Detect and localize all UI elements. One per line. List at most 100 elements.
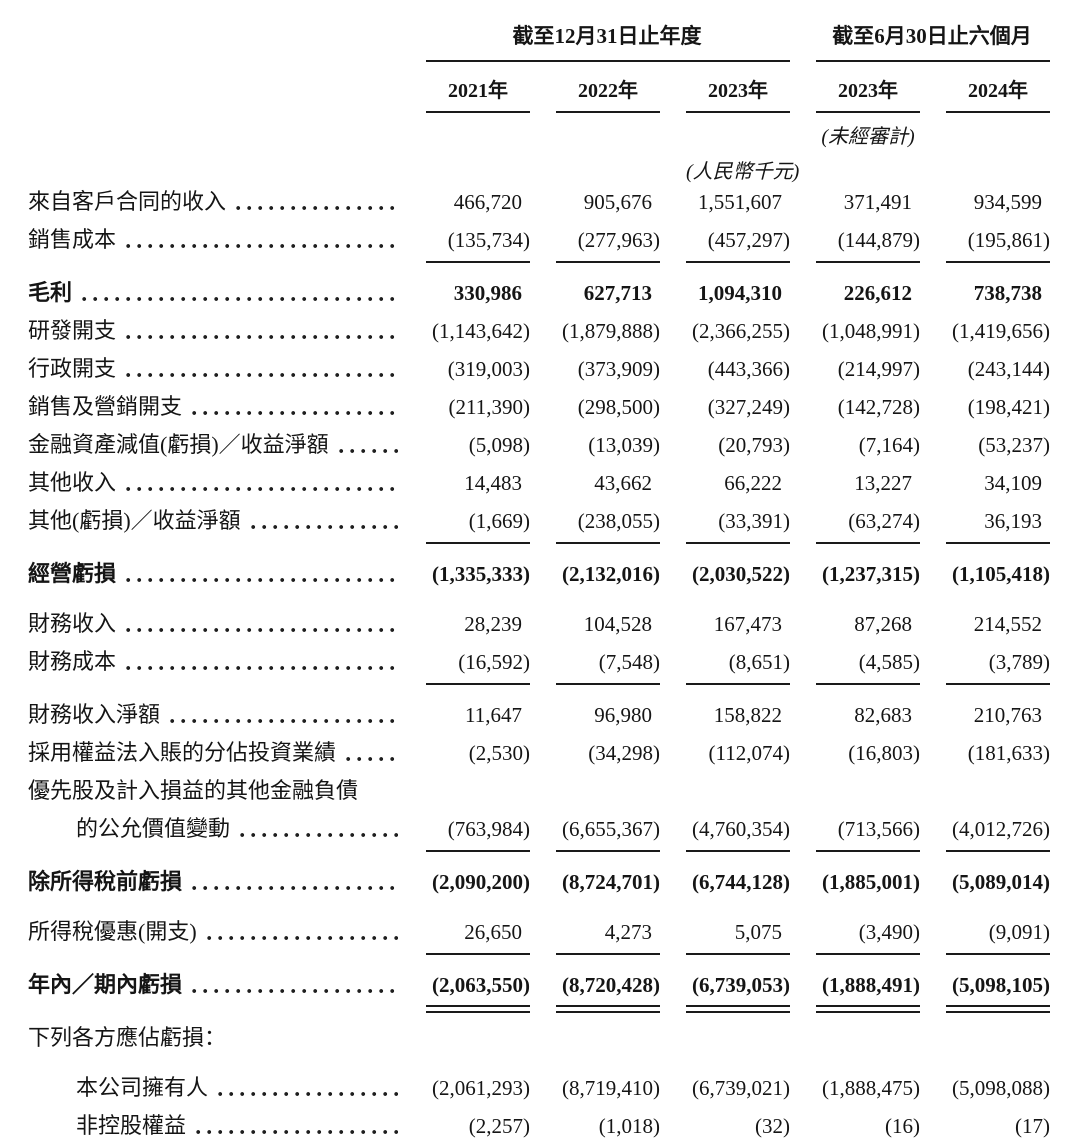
- unit-note-row: (人民幣千元): [28, 151, 1050, 184]
- cell-value: (6,739,021): [692, 1076, 790, 1100]
- cell-value: 226,612: [843, 281, 912, 305]
- cell-value: [400, 773, 530, 811]
- table-row: 其他(虧損)／收益淨額 (1,669) (238,055) (33,391) (63,2…: [28, 503, 1050, 544]
- cell-value: (2,061,293): [432, 1076, 530, 1100]
- row-label: 下列各方應佔虧損：: [28, 1025, 227, 1050]
- row-label-cell: 來自客戶合同的收入: [28, 184, 400, 222]
- cell-value: 905,676: [583, 190, 652, 214]
- cell-value: (16): [885, 1114, 920, 1138]
- table-row: 研發開支 (1,143,642) (1,879,888) (2,366,255) (1,…: [28, 313, 1050, 351]
- dot-leaders: [250, 524, 398, 530]
- cell-value: (8,651): [660, 644, 790, 685]
- cell-value: (20,793): [718, 433, 790, 457]
- cell-value: 1,551,607: [698, 190, 782, 214]
- cell-value: 82,683: [854, 703, 912, 727]
- cell-value: 14,483: [464, 471, 522, 495]
- cell-value: 167,473: [713, 612, 782, 636]
- dot-leaders: [192, 410, 398, 416]
- table-row: 行政開支 (319,003) (373,909) (443,366) (214,997)…: [28, 351, 1050, 389]
- cell-value: 158,822: [713, 703, 782, 727]
- dot-leaders: [126, 627, 398, 633]
- cell-value: (17): [1015, 1114, 1050, 1138]
- cell-value: 66,222: [724, 471, 782, 495]
- table-row: 財務成本 (16,592) (7,548) (8,651) (4,585) (3,789): [28, 644, 1050, 685]
- cell-value: (763,984): [400, 811, 530, 852]
- dot-leaders: [126, 577, 398, 583]
- cell-value: 738,738: [973, 281, 1042, 305]
- dot-leaders: [218, 1091, 398, 1097]
- cell-value: (1,048,991): [822, 319, 920, 343]
- header-spacer: [28, 14, 400, 62]
- cell-value: [790, 1008, 920, 1058]
- col-year-2023-interim: 2023年: [790, 62, 920, 113]
- row-label-cell: 本公司擁有人: [28, 1058, 400, 1108]
- table-body: 來自客戶合同的收入 466,720 905,676 1,551,607 371,491 9…: [28, 184, 1050, 1142]
- cell-value: (16,592): [400, 644, 530, 685]
- row-label: 年內／期內虧損: [28, 972, 183, 997]
- cell-value: (2,257): [468, 1114, 530, 1138]
- unaudited-note-row: (未經審計): [28, 113, 1050, 151]
- cell-value: (1,419,656): [952, 319, 1050, 343]
- dot-leaders: [126, 334, 398, 340]
- cell-value: (1,888,491): [790, 955, 920, 1013]
- cell-value: (2,063,550): [400, 955, 530, 1013]
- cell-value: (4,012,726): [920, 811, 1050, 852]
- cell-value: (9,091): [920, 902, 1050, 955]
- cell-value: (1,335,333): [432, 562, 530, 586]
- cell-value: (8,720,428): [530, 955, 660, 1013]
- row-label-cell: 研發開支: [28, 313, 400, 351]
- cell-value: [530, 1008, 660, 1058]
- row-label-cell: 財務成本: [28, 644, 400, 685]
- cell-value: (32): [755, 1114, 790, 1138]
- cell-value: (53,237): [978, 433, 1050, 457]
- row-label: 來自客戶合同的收入: [28, 189, 227, 214]
- cell-value: 28,239: [464, 612, 522, 636]
- table-row: 財務收入 28,239 104,528 167,473 87,268 214,552: [28, 594, 1050, 644]
- cell-value: (277,963): [530, 222, 660, 263]
- table-row: 下列各方應佔虧損：: [28, 1008, 1050, 1058]
- table-row: 毛利 330,986 627,713 1,094,310 226,612 738,738: [28, 263, 1050, 313]
- row-label-cell: 財務收入淨額: [28, 685, 400, 735]
- table-row: 優先股及計入損益的其他金融負債: [28, 773, 1050, 811]
- cell-value: (195,861): [920, 222, 1050, 263]
- dot-leaders: [240, 832, 398, 838]
- dot-leaders: [346, 756, 398, 762]
- year-header-row: 2021年 2022年 2023年 2023年 2024年: [28, 62, 1050, 113]
- cell-value: 466,720: [453, 190, 522, 214]
- cell-value: 627,713: [583, 281, 652, 305]
- cell-value: (5,098,088): [952, 1076, 1050, 1100]
- header-spacer: [28, 62, 400, 113]
- header-spacer: [28, 151, 400, 184]
- row-label: 財務收入淨額: [28, 702, 161, 727]
- row-label: 金融資產減值(虧損)／收益淨額: [28, 432, 329, 457]
- row-label-cell: 年內／期內虧損: [28, 955, 400, 1008]
- row-label-cell: 的公允價值變動: [28, 811, 400, 852]
- row-label: 研發開支: [28, 318, 117, 343]
- cell-value: (7,164): [858, 433, 920, 457]
- row-label: 銷售及營銷開支: [28, 394, 183, 419]
- cell-value: (2,030,522): [692, 562, 790, 586]
- dot-leaders: [236, 205, 398, 211]
- row-label: 本公司擁有人: [76, 1075, 209, 1100]
- col-group-interim: 截至6月30日止六個月: [790, 14, 1050, 62]
- table-row: 年內／期內虧損 (2,063,550) (8,720,428) (6,739,053)…: [28, 955, 1050, 1013]
- dot-leaders: [338, 448, 398, 454]
- row-label: 優先股及計入損益的其他金融負債: [28, 778, 359, 803]
- table-row: 所得稅優惠(開支) 26,650 4,273 5,075 (3,490) (9,091): [28, 902, 1050, 955]
- col-group-annual: 截至12月31日止年度: [400, 14, 790, 62]
- cell-value: (1,888,475): [822, 1076, 920, 1100]
- row-label: 行政開支: [28, 356, 117, 381]
- cell-value: 43,662: [594, 471, 652, 495]
- cell-value: (4,585): [790, 644, 920, 685]
- table-row: 金融資產減值(虧損)／收益淨額 (5,098) (13,039) (20,793) (7…: [28, 427, 1050, 465]
- row-label-cell: 採用權益法入賬的分佔投資業績: [28, 735, 400, 773]
- dot-leaders: [196, 1129, 398, 1135]
- cell-value: 34,109: [984, 471, 1042, 495]
- cell-value: (1,885,001): [822, 870, 920, 894]
- cell-value: (2,090,200): [432, 870, 530, 894]
- cell-value: (2,366,255): [692, 319, 790, 343]
- cell-value: 330,986: [453, 281, 522, 305]
- cell-value: (1,879,888): [562, 319, 660, 343]
- cell-value: (1,143,642): [432, 319, 530, 343]
- row-label-cell: 除所得稅前虧損: [28, 852, 400, 902]
